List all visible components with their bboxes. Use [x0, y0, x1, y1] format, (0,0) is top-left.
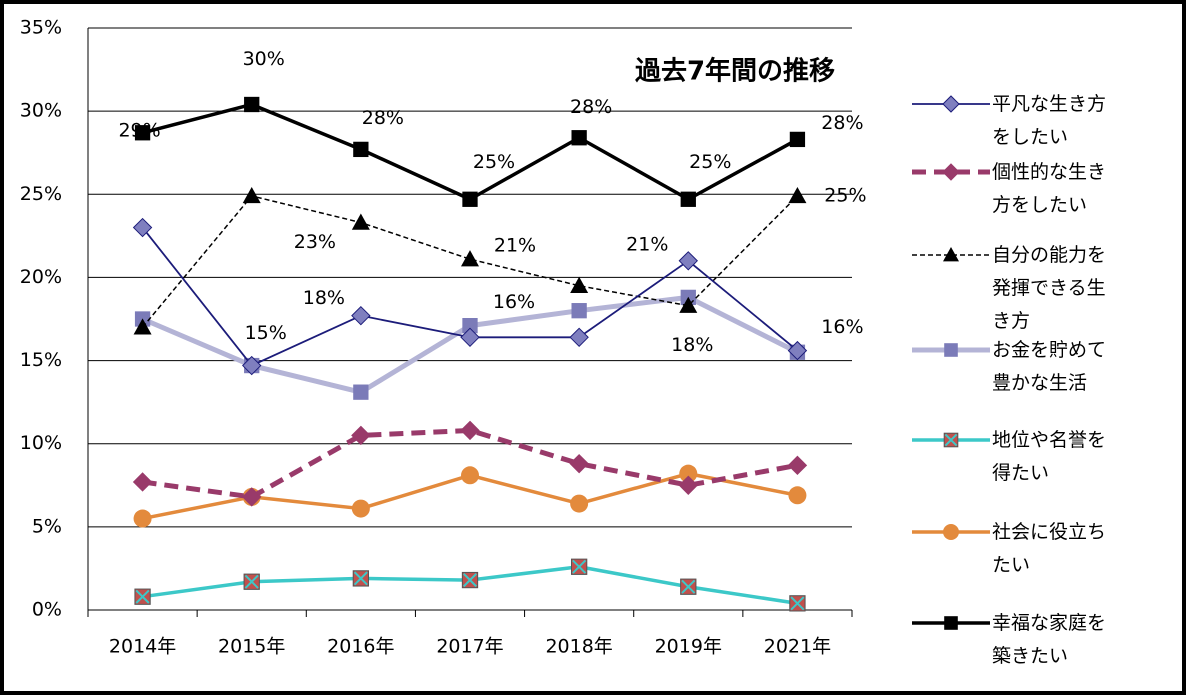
marker	[942, 95, 960, 113]
marker	[569, 453, 589, 474]
x-tick-label: 2016年	[327, 636, 394, 658]
marker	[460, 420, 480, 441]
legend-label: 地位や名誉を得たい	[992, 429, 1106, 484]
marker	[942, 163, 960, 181]
x-tick-label: 2021年	[764, 636, 831, 658]
grid: 0% 5% 10% 15% 20% 25% 30% 35% 2014年 2015年 2016年 201…	[20, 17, 853, 658]
x-tick-label: 2014年	[109, 636, 176, 658]
marker	[569, 327, 589, 347]
chart-title: 過去7年間の推移	[635, 56, 835, 87]
data-label: 23%	[294, 231, 336, 253]
marker	[787, 455, 808, 476]
marker	[679, 296, 698, 313]
data-label: 30%	[243, 48, 285, 70]
data-label: 29%	[118, 119, 160, 141]
y-tick-label: 10%	[20, 432, 62, 454]
marker-cross	[572, 559, 587, 574]
legend-label: 個性的な生き方をしたい	[992, 161, 1106, 216]
marker	[678, 251, 698, 271]
marker-cross	[244, 574, 259, 589]
legend-label: 幸福な家庭を築きたい	[992, 612, 1106, 667]
marker	[351, 425, 371, 446]
marker	[242, 487, 262, 507]
marker	[132, 217, 153, 238]
marker	[133, 509, 152, 528]
y-tick-label: 25%	[20, 183, 62, 205]
data-label: 25%	[824, 184, 866, 206]
data-label: 18%	[671, 334, 713, 356]
data-label: 16%	[821, 316, 863, 338]
legend-label: 自分の能力を発揮できる生き方	[992, 244, 1106, 332]
y-tick-label: 5%	[32, 515, 62, 537]
data-label: 28%	[570, 96, 612, 118]
marker	[353, 384, 369, 400]
data-label: 21%	[494, 235, 536, 257]
marker	[353, 141, 369, 158]
marker	[570, 494, 589, 513]
y-tick-label: 35%	[20, 17, 62, 39]
x-tick-label: 2015年	[218, 636, 285, 658]
marker	[679, 464, 698, 483]
marker	[461, 250, 479, 267]
marker-cross	[462, 573, 478, 588]
marker	[571, 303, 587, 319]
marker	[351, 499, 370, 518]
data-label: 21%	[626, 233, 668, 255]
data-label: 28%	[362, 107, 404, 129]
marker	[789, 131, 806, 148]
data-label: 16%	[493, 291, 535, 313]
marker	[680, 191, 696, 207]
x-tick-label: 2019年	[655, 636, 722, 658]
plot: 15% 18% 16% 21% 16% 23% 21% 18% 25% 29% 30% 28% 25% 2…	[118, 48, 867, 612]
y-tick-label: 0%	[32, 599, 62, 621]
legend-label: 社会に役立ちたい	[992, 521, 1106, 576]
x-tick-label: 2017年	[436, 636, 503, 658]
y-tick-label: 20%	[20, 266, 62, 288]
data-label: 25%	[689, 151, 731, 173]
data-label: 25%	[473, 151, 515, 173]
marker	[943, 524, 959, 540]
marker-cross	[135, 589, 150, 604]
legend: 平凡な生き方をしたい個性的な生き方をしたい自分の能力を発揮できる生き方お金を貯め…	[912, 93, 1106, 667]
marker	[788, 186, 807, 204]
marker	[678, 475, 698, 495]
marker-cross	[790, 596, 805, 611]
data-label: 28%	[821, 112, 863, 134]
marker	[460, 327, 480, 347]
data-label: 15%	[245, 322, 287, 344]
marker	[788, 486, 807, 505]
marker	[787, 340, 808, 361]
marker	[944, 343, 958, 357]
y-tick-label: 30%	[20, 100, 62, 122]
marker-cross	[681, 579, 696, 594]
marker-cross	[353, 571, 368, 586]
marker	[133, 318, 152, 335]
legend-label: お金を貯めて豊かな生活	[992, 339, 1106, 394]
x-tick-label: 2018年	[545, 636, 612, 658]
marker	[943, 247, 959, 262]
data-label: 18%	[303, 287, 345, 309]
marker	[461, 466, 479, 485]
marker	[462, 318, 478, 334]
marker	[242, 186, 261, 204]
legend-label: 平凡な生き方をしたい	[992, 93, 1106, 148]
marker	[242, 355, 262, 376]
marker	[570, 276, 589, 293]
marker	[134, 125, 151, 141]
marker	[462, 191, 478, 207]
marker	[944, 616, 958, 630]
y-tick-label: 15%	[20, 349, 62, 371]
marker	[351, 213, 370, 230]
marker	[571, 130, 587, 146]
marker	[244, 96, 260, 113]
marker	[351, 305, 371, 326]
marker-cross	[944, 433, 958, 447]
marker	[132, 472, 153, 492]
